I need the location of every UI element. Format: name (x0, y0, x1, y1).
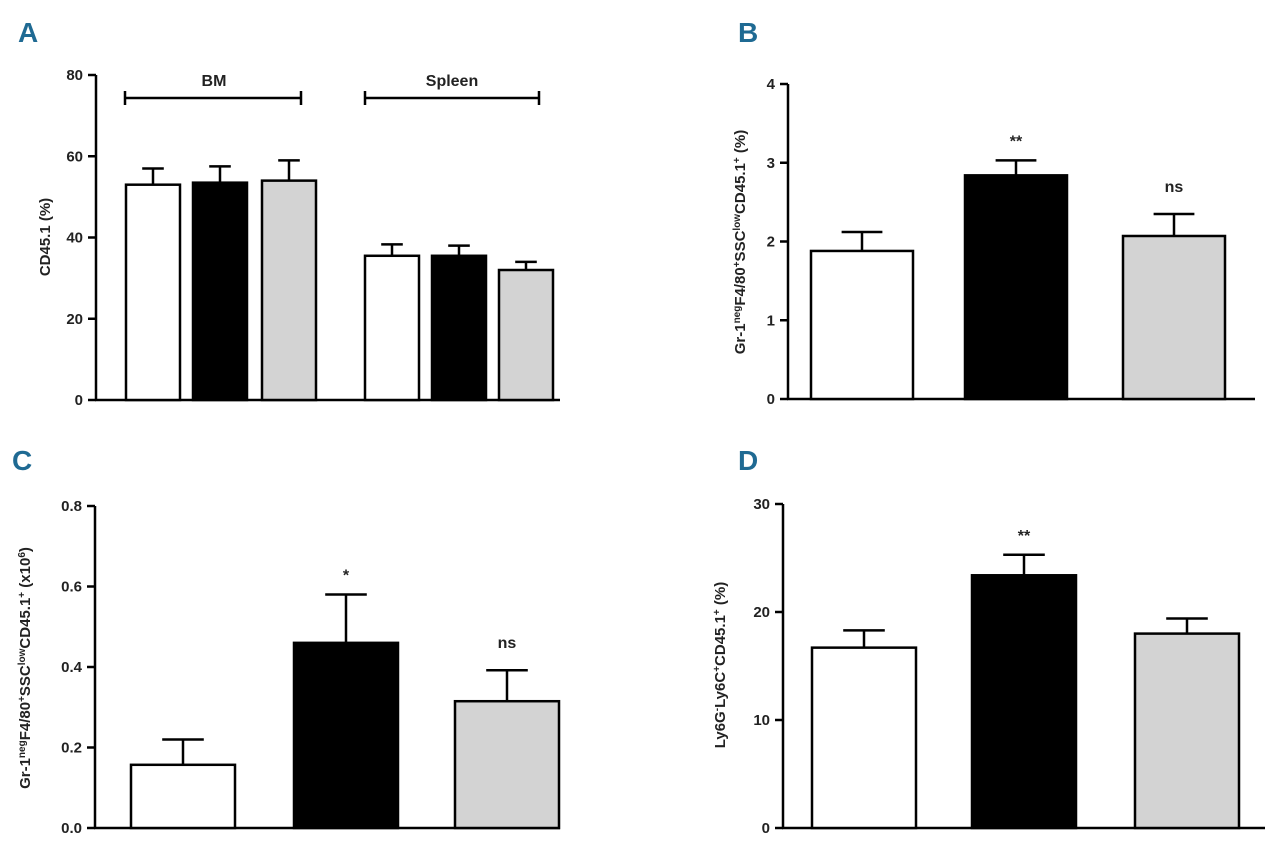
panel-a-letter: A (18, 17, 38, 48)
y-tick-label: 20 (753, 604, 770, 621)
bar (124, 183, 182, 402)
panel-d-significance: ** (1018, 528, 1031, 545)
panel-c-significance: * ns (343, 568, 517, 653)
bar (260, 179, 318, 402)
panel-a-bars (123, 91, 555, 402)
y-tick-label: 0 (75, 392, 83, 409)
panel-a-group-labels: BM Spleen (202, 73, 479, 90)
y-tick-label: 10 (753, 712, 770, 729)
group-label-bm: BM (202, 73, 227, 90)
y-tick-label: 0.4 (61, 659, 83, 676)
y-tick-label: 0.0 (61, 820, 82, 837)
panel-d: D Ly6G-Ly6C+CD45.1+ (%) 0 10 20 30 ** (712, 445, 1265, 837)
panel-c-letter: C (12, 445, 32, 476)
y-tick-label: 20 (66, 311, 83, 328)
bar (809, 249, 915, 401)
bar (1121, 234, 1227, 401)
panel-c: C Gr-1negF4/80+SSClowCD45.1+ (x106) 0.0 0… (12, 445, 561, 837)
panel-b-letter: B (738, 17, 758, 48)
panel-a-y-axis-label: CD45.1 (%) (37, 198, 54, 276)
bar (129, 763, 237, 830)
bar (963, 174, 1069, 401)
panel-c-y-axis-label: Gr-1negF4/80+SSClowCD45.1+ (x106) (17, 547, 35, 789)
significance-label: * (343, 568, 350, 585)
panel-b-significance: ** ns (1010, 133, 1184, 196)
y-tick-label: 40 (66, 230, 83, 247)
y-tick-label: 4 (767, 76, 776, 93)
bar (363, 254, 421, 402)
group-bracket (363, 91, 541, 105)
y-tick-label: 0.8 (61, 498, 82, 515)
panel-b-bars (809, 159, 1227, 401)
bar (810, 646, 918, 830)
y-tick-label: 1 (767, 312, 775, 329)
panel-a: A CD45.1 (%) 0 20 40 60 80 BM Spleen (18, 17, 560, 409)
y-tick-label: 0 (762, 820, 770, 837)
bar (497, 268, 555, 402)
significance-label: ns (498, 635, 517, 652)
panel-d-y-axis-label: Ly6G-Ly6C+CD45.1+ (%) (712, 582, 730, 748)
bar (453, 699, 561, 830)
bar (292, 641, 400, 830)
bar (970, 574, 1078, 830)
bar (1133, 632, 1241, 830)
panel-b-y-axis-label: Gr-1negF4/80+SSClowCD45.1+ (%) (732, 130, 750, 355)
significance-label: ** (1018, 528, 1031, 545)
panel-d-letter: D (738, 445, 758, 476)
y-tick-label: 80 (66, 67, 83, 84)
y-tick-label: 0 (767, 391, 775, 408)
y-tick-label: 30 (753, 496, 770, 513)
panel-d-bars (810, 553, 1241, 830)
group-label-spleen: Spleen (426, 73, 478, 90)
y-tick-label: 3 (767, 155, 775, 172)
y-tick-label: 60 (66, 148, 83, 165)
y-tick-label: 0.6 (61, 579, 82, 596)
bar (430, 254, 488, 402)
panel-c-bars (129, 593, 561, 830)
panel-b: B Gr-1negF4/80+SSClowCD45.1+ (%) 0 1 2 3 4 *… (732, 17, 1255, 408)
y-tick-label: 0.2 (61, 740, 82, 757)
bar (191, 181, 249, 402)
significance-label: ** (1010, 133, 1023, 150)
group-bracket (123, 91, 303, 105)
significance-label: ns (1165, 179, 1184, 196)
y-tick-label: 2 (767, 234, 775, 251)
